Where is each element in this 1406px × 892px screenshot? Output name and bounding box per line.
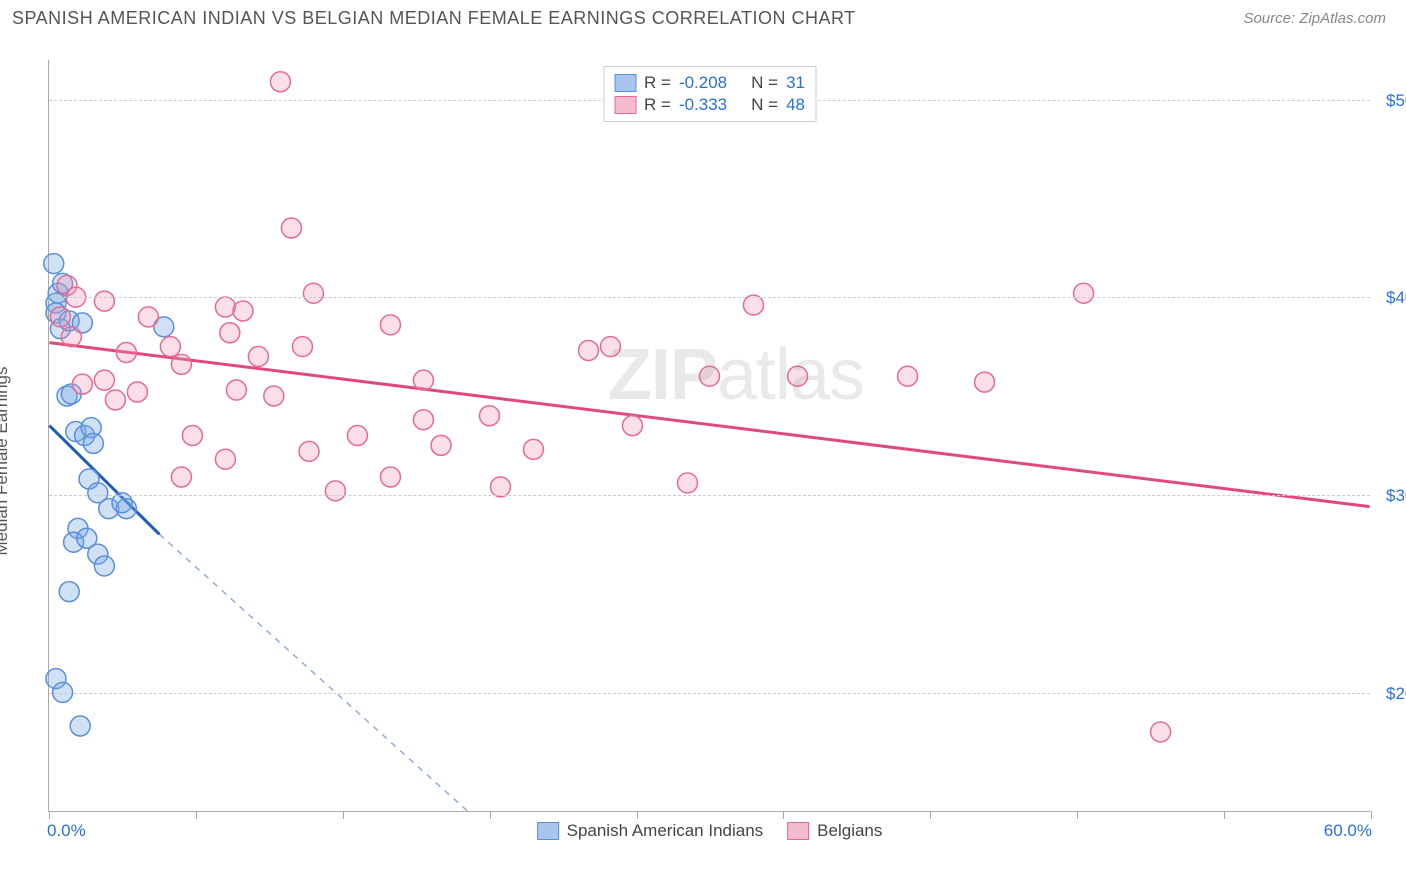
scatter-point — [788, 366, 808, 386]
scatter-point — [215, 297, 235, 317]
legend-stat-row: R = -0.333 N = 48 — [614, 95, 805, 115]
y-tick-label: $30,000 — [1374, 486, 1406, 506]
series-legend: Spanish American Indians Belgians — [537, 821, 883, 841]
legend-label: Spanish American Indians — [567, 821, 764, 841]
scatter-point — [171, 354, 191, 374]
x-min-label: 0.0% — [47, 821, 86, 841]
legend-swatch — [614, 74, 636, 92]
scatter-point — [226, 380, 246, 400]
scatter-point — [94, 370, 114, 390]
scatter-point — [413, 410, 433, 430]
scatter-point — [248, 346, 268, 366]
legend-item: Belgians — [787, 821, 882, 841]
scatter-point — [215, 449, 235, 469]
legend-swatch — [537, 822, 559, 840]
scatter-point — [479, 406, 499, 426]
scatter-point — [70, 716, 90, 736]
scatter-point — [413, 370, 433, 390]
y-tick-label: $50,000 — [1374, 91, 1406, 111]
scatter-point — [700, 366, 720, 386]
scatter-point — [44, 254, 64, 274]
legend-stat-row: R = -0.208 N = 31 — [614, 73, 805, 93]
scatter-point — [220, 323, 240, 343]
scatter-point — [72, 374, 92, 394]
y-axis-label: Median Female Earnings — [0, 367, 12, 556]
n-label: N = — [751, 95, 778, 115]
scatter-point — [678, 473, 698, 493]
y-tick-label: $40,000 — [1374, 288, 1406, 308]
legend-label: Belgians — [817, 821, 882, 841]
y-tick-label: $20,000 — [1374, 684, 1406, 704]
x-tick — [1224, 811, 1225, 819]
r-label: R = — [644, 95, 671, 115]
scatter-point — [127, 382, 147, 402]
source-label: Source: ZipAtlas.com — [1243, 10, 1386, 27]
scatter-svg — [49, 60, 1370, 811]
scatter-point — [1074, 283, 1094, 303]
r-value: -0.208 — [679, 73, 727, 93]
scatter-point — [431, 435, 451, 455]
scatter-point — [50, 307, 70, 327]
scatter-point — [59, 582, 79, 602]
r-label: R = — [644, 73, 671, 93]
scatter-point — [270, 72, 290, 92]
legend-swatch — [614, 96, 636, 114]
scatter-point — [490, 477, 510, 497]
scatter-point — [1151, 722, 1171, 742]
scatter-point — [299, 441, 319, 461]
x-tick — [490, 811, 491, 819]
plot-area: R = -0.208 N = 31 R = -0.333 N = 48 ZIPa… — [48, 60, 1370, 812]
n-label: N = — [751, 73, 778, 93]
legend-item: Spanish American Indians — [537, 821, 764, 841]
scatter-point — [523, 439, 543, 459]
scatter-point — [94, 556, 114, 576]
n-value: 31 — [786, 73, 805, 93]
scatter-point — [264, 386, 284, 406]
x-tick — [49, 811, 50, 819]
legend-swatch — [787, 822, 809, 840]
x-max-label: 60.0% — [1324, 821, 1372, 841]
x-tick — [196, 811, 197, 819]
scatter-point — [105, 390, 125, 410]
r-value: -0.333 — [679, 95, 727, 115]
correlation-legend: R = -0.208 N = 31 R = -0.333 N = 48 — [603, 66, 816, 122]
scatter-point — [182, 426, 202, 446]
scatter-point — [975, 372, 995, 392]
chart-container: Median Female Earnings R = -0.208 N = 31… — [12, 46, 1394, 876]
scatter-point — [94, 291, 114, 311]
scatter-point — [116, 343, 136, 363]
scatter-point — [600, 337, 620, 357]
scatter-point — [303, 283, 323, 303]
scatter-point — [83, 433, 103, 453]
scatter-point — [578, 341, 598, 361]
x-tick — [1371, 811, 1372, 819]
scatter-point — [898, 366, 918, 386]
scatter-point — [138, 307, 158, 327]
x-tick — [930, 811, 931, 819]
n-value: 48 — [786, 95, 805, 115]
scatter-point — [292, 337, 312, 357]
x-tick — [1077, 811, 1078, 819]
scatter-point — [281, 218, 301, 238]
scatter-point — [171, 467, 191, 487]
scatter-point — [325, 481, 345, 501]
scatter-point — [160, 337, 180, 357]
scatter-point — [233, 301, 253, 321]
trend-line-dashed — [159, 534, 467, 811]
x-tick — [783, 811, 784, 819]
scatter-point — [380, 315, 400, 335]
y-gridline: $30,000 — [49, 495, 1370, 496]
x-tick — [343, 811, 344, 819]
y-gridline: $20,000 — [49, 693, 1370, 694]
scatter-point — [347, 426, 367, 446]
chart-title: SPANISH AMERICAN INDIAN VS BELGIAN MEDIA… — [12, 8, 856, 29]
scatter-point — [622, 416, 642, 436]
y-gridline: $40,000 — [49, 297, 1370, 298]
scatter-point — [380, 467, 400, 487]
scatter-point — [61, 327, 81, 347]
x-tick — [637, 811, 638, 819]
